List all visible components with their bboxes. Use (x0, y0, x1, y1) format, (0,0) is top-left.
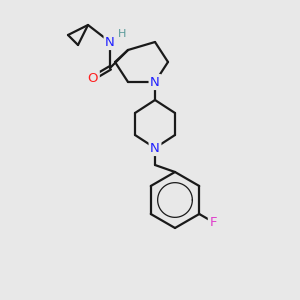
Text: N: N (150, 142, 160, 154)
Text: F: F (209, 215, 217, 229)
Text: N: N (150, 76, 160, 88)
Text: H: H (118, 29, 126, 39)
Text: N: N (105, 35, 115, 49)
Text: O: O (88, 71, 98, 85)
